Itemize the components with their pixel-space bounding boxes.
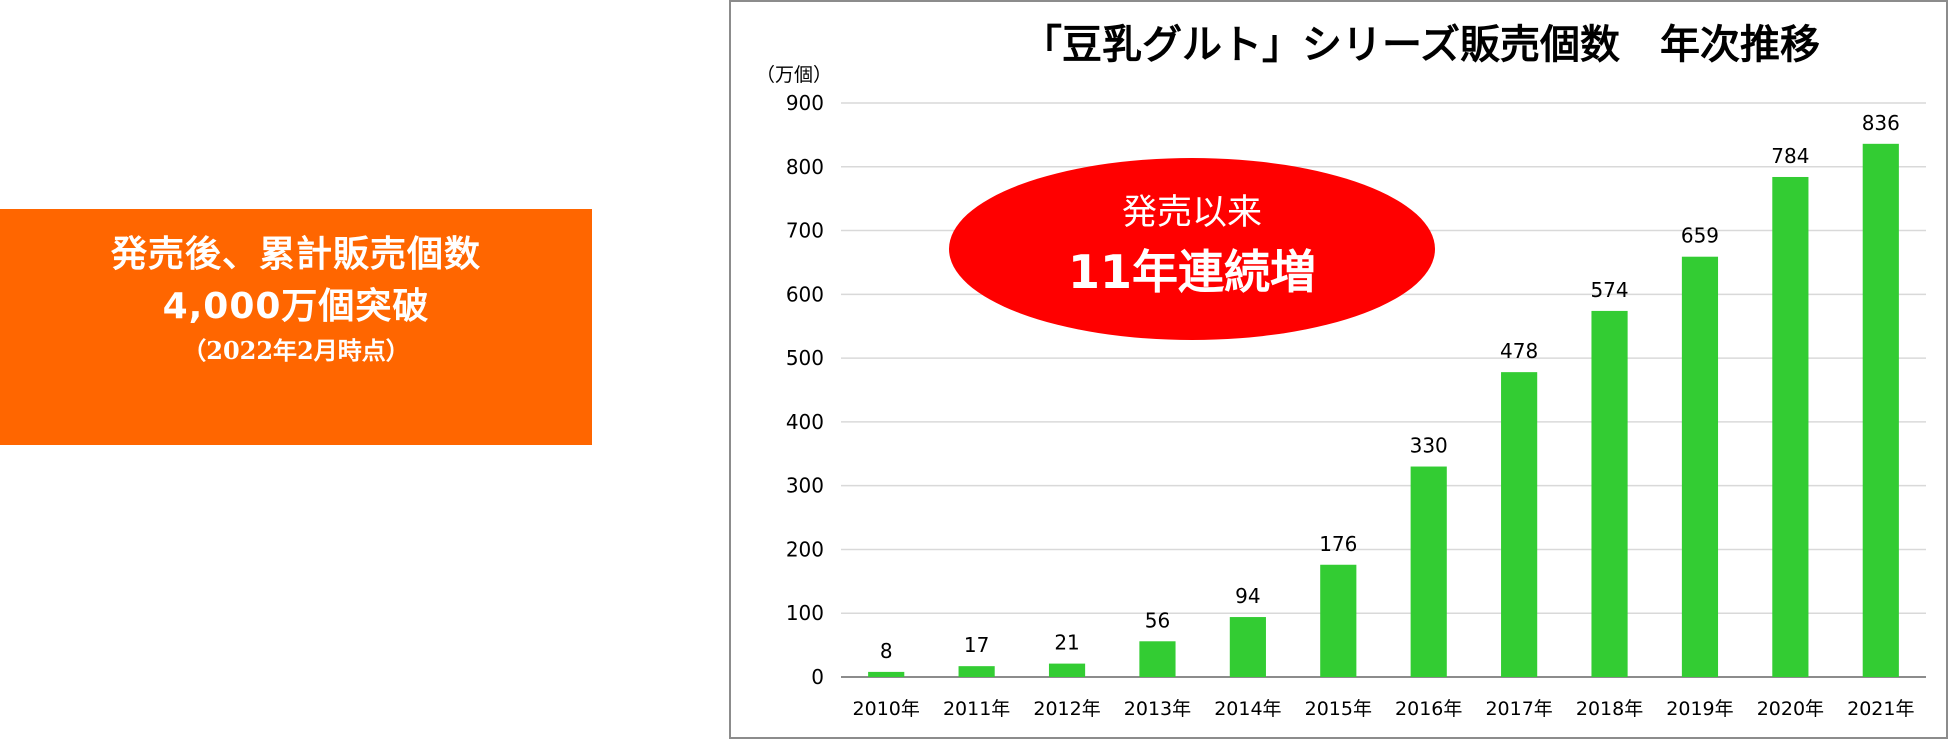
promo-banner: 発売後、累計販売個数 4,000万個突破 （2022年2月時点） [0,209,592,445]
data-label: 56 [1145,608,1170,632]
data-label: 21 [1054,631,1079,655]
x-tick-label: 2017年 [1485,698,1552,720]
chart-title: 「豆乳グルト」シリーズ販売個数 年次推移 [1022,22,1820,68]
data-label: 574 [1590,278,1628,302]
chart-panel: 「豆乳グルト」シリーズ販売個数 年次推移 （万個） 0 100 200 300 400 5… [729,0,1948,739]
x-tick-label: 2020年 [1757,698,1824,720]
y-tick-label: 600 [786,282,824,306]
y-tick-label: 300 [786,474,824,498]
data-label: 659 [1681,224,1719,248]
bar [1772,176,1809,677]
bars [868,143,1899,678]
x-tick-label: 2012年 [1033,698,1100,720]
promo-total: 4,000万個突破 [162,286,430,327]
bar [1320,564,1357,677]
data-label: 330 [1410,434,1448,458]
callout-ellipse [949,158,1435,340]
callout-line1: 発売以来 [1122,193,1262,233]
data-label: 836 [1862,111,1900,135]
x-tick-label: 2021年 [1847,698,1914,720]
data-label: 8 [880,639,893,663]
x-tick-label: 2014年 [1214,698,1281,720]
y-tick-label: 800 [786,155,824,179]
data-labels: 8 17 21 56 94 176 330 478 574 659 784 836 [880,111,1900,663]
data-label: 784 [1771,144,1809,168]
bar [1591,310,1628,677]
promo-headline: 発売後、累計販売個数 [110,234,481,275]
y-tick-label: 200 [786,537,824,561]
y-tick-label: 700 [786,219,824,243]
y-unit-label: （万個） [756,64,832,86]
y-tick-label: 400 [786,410,824,434]
bar [958,666,995,677]
y-tick-label: 100 [786,601,824,625]
bar [868,671,905,677]
x-tick-label: 2011年 [943,698,1010,720]
bar [1139,641,1176,677]
x-tick-label: 2013年 [1124,698,1191,720]
x-tick-label: 2019年 [1666,698,1733,720]
bar [1229,617,1266,677]
bar [1410,466,1447,677]
x-tick-label: 2018年 [1576,698,1643,720]
x-axis-ticks: 2010年 2011年 2012年 2013年 2014年 2015年 2016年 2017年… [853,698,1915,720]
bar [1681,256,1719,677]
promo-date-note: （2022年2月時点） [182,336,410,365]
bar [1862,143,1899,678]
data-label: 478 [1500,339,1538,363]
callout-line2: 11年連続増 [1068,245,1316,299]
x-tick-label: 2015年 [1305,698,1372,720]
sales-bar-chart: 「豆乳グルト」シリーズ販売個数 年次推移 （万個） 0 100 200 300 400 5… [756,22,1926,720]
data-label: 94 [1235,584,1260,608]
y-tick-label: 0 [811,665,824,689]
bar [1501,372,1538,677]
y-tick-label: 500 [786,346,824,370]
x-tick-label: 2010年 [853,698,920,720]
gridlines [841,102,1926,678]
data-label: 17 [964,633,989,657]
growth-callout: 発売以来 11年連続増 [949,158,1435,340]
x-tick-label: 2016年 [1395,698,1462,720]
bar [1048,663,1086,677]
y-axis-ticks: 0 100 200 300 400 500 600 700 800 900 [786,91,824,689]
data-label: 176 [1319,532,1357,556]
y-tick-label: 900 [786,91,824,115]
